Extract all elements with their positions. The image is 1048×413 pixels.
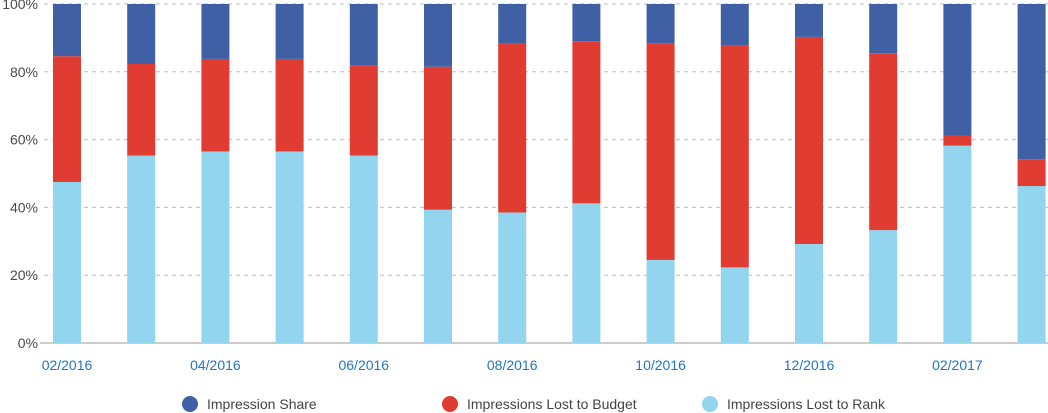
bar-segment [869,53,898,231]
bar-segment [201,58,230,152]
bar-segment [720,45,749,268]
bar-segment [127,155,156,343]
bar-segment [53,181,81,343]
bar-stack [201,4,230,343]
y-tick-label: 40% [10,199,38,215]
bar-segment [943,145,972,343]
bar-segment [201,4,230,59]
bar-stack [869,4,898,343]
y-tick-label: 60% [10,132,38,148]
x-tick-label: 08/2016 [487,357,538,373]
legend-marker [182,396,198,412]
bar-segment [275,4,304,59]
bar-stack [720,4,749,343]
bar-segment [720,267,749,343]
bar-segment [424,209,452,343]
x-tick-label: 02/2017 [932,357,983,373]
bar-stack [943,4,972,343]
bar-stack [349,4,378,343]
x-axis: 02/2016 04/2016 06/2016 08/2016 10/2016 12/20… [42,357,983,373]
bar-segment [424,66,452,210]
bar-stack [53,4,81,343]
bar-stack [1017,4,1046,343]
bar-segment [275,151,304,343]
bar-segment [498,43,527,213]
bar-segment [869,4,898,54]
bar-stack [795,4,823,343]
bar-segment [53,56,81,182]
x-tick-label: 04/2016 [190,357,241,373]
bar-stack [498,4,527,343]
bar-segment [646,43,675,260]
x-tick-label: 02/2016 [42,357,93,373]
bar-segment [943,135,972,146]
bar-segment [1017,186,1046,343]
legend-label: Impressions Lost to Rank [727,396,886,412]
bar-segment [572,203,601,343]
bar-segment [572,4,601,42]
bar-segment [53,4,81,57]
y-tick-label: 80% [10,64,38,80]
bar-segment [349,4,378,66]
bar-segment [795,4,823,37]
x-tick-label: 12/2016 [784,357,835,373]
bar-segment [572,41,601,204]
legend-item[interactable]: Impressions Lost to Budget [442,396,637,412]
bar-segment [498,4,527,44]
x-tick-label: 10/2016 [635,357,686,373]
bar-segment [943,4,972,136]
bar-segment [498,212,527,343]
bars [53,4,1046,343]
legend-label: Impression Share [207,396,317,412]
bar-segment [795,36,823,245]
legend-item[interactable]: Impressions Lost to Rank [702,396,886,412]
legend-label: Impressions Lost to Budget [467,396,637,412]
bar-segment [127,4,156,65]
bar-segment [869,230,898,343]
bar-segment [646,4,675,44]
bar-segment [646,259,675,343]
bar-segment [349,155,378,343]
bar-segment [275,58,304,152]
bar-segment [201,151,230,343]
legend-marker [702,396,718,412]
bar-stack [275,4,304,343]
bar-segment [1017,4,1046,160]
bar-segment [127,64,156,156]
y-tick-label: 0% [18,335,38,351]
legend-marker [442,396,458,412]
x-tick-label: 06/2016 [338,357,389,373]
bar-stack [127,4,156,343]
y-tick-label: 100% [2,0,38,12]
bar-segment [424,4,452,67]
bar-segment [720,4,749,46]
y-tick-label: 20% [10,267,38,283]
legend[interactable]: Impression Share Impressions Lost to Budg… [182,396,886,412]
bar-stack [646,4,675,343]
y-axis: 0% 20% 40% 60% 80% 100% [2,0,38,351]
bar-segment [349,65,378,156]
legend-item[interactable]: Impression Share [182,396,317,412]
bar-stack [572,4,601,343]
bar-segment [795,244,823,343]
bar-stack [424,4,452,343]
bar-segment [1017,159,1046,187]
